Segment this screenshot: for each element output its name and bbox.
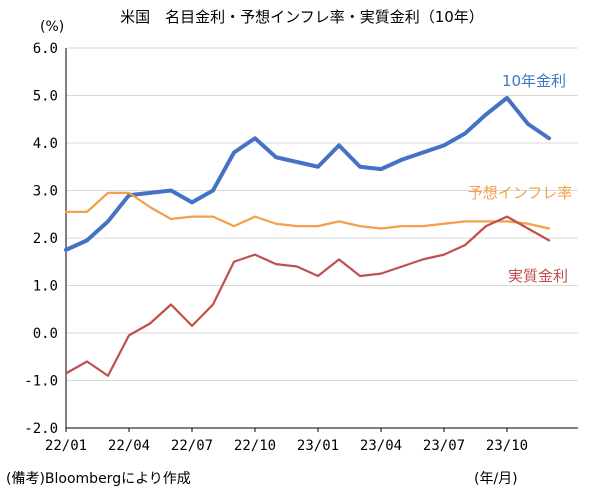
y-tick-label: 5.0 [33, 89, 58, 105]
series-line [64, 215, 551, 377]
series-label: 10年金利 [502, 72, 566, 90]
y-tick-label: -2.0 [24, 421, 58, 437]
x-tick-label: 22/10 [234, 438, 276, 454]
x-tick-label: 23/07 [423, 438, 465, 454]
x-axis-unit-label: (年/月) [474, 471, 518, 487]
series-lines [64, 95, 551, 377]
x-tick-label: 23/10 [486, 438, 528, 454]
source-note: (備考)Bloombergにより作成 [6, 471, 191, 487]
y-tick-label: 1.0 [33, 279, 58, 295]
x-tick-label: 22/07 [171, 438, 213, 454]
y-tick-label: 0.0 [33, 326, 58, 342]
chart-title: 米国 名目金利・予想インフレ率・実質金利（10年） [120, 8, 484, 26]
y-tick-label: 6.0 [33, 41, 58, 57]
y-tick-label: 3.0 [33, 184, 58, 200]
y-tick-labels: 6.0 5.0 4.0 3.0 2.0 1.0 0.0 -1.0 -2.0 [24, 41, 58, 437]
y-tick-label: -1.0 [24, 374, 58, 390]
x-tick-label: 23/01 [297, 438, 339, 454]
x-tick-labels: 22/01 22/04 22/07 22/10 23/01 23/04 23/07 23/10 [45, 438, 528, 454]
chart-gridlines [66, 47, 578, 381]
y-axis-unit-label: (%) [40, 19, 65, 35]
chart-axes [65, 48, 578, 432]
series-line [64, 191, 551, 230]
series-line [64, 95, 551, 252]
x-tick-label: 22/01 [45, 438, 87, 454]
y-tick-label: 4.0 [33, 136, 58, 152]
series-label: 実質金利 [508, 267, 568, 285]
x-tick-label: 22/04 [108, 438, 150, 454]
y-tick-label: 2.0 [33, 231, 58, 247]
x-tick-label: 23/04 [360, 438, 402, 454]
series-label: 予想インフレ率 [468, 184, 573, 202]
